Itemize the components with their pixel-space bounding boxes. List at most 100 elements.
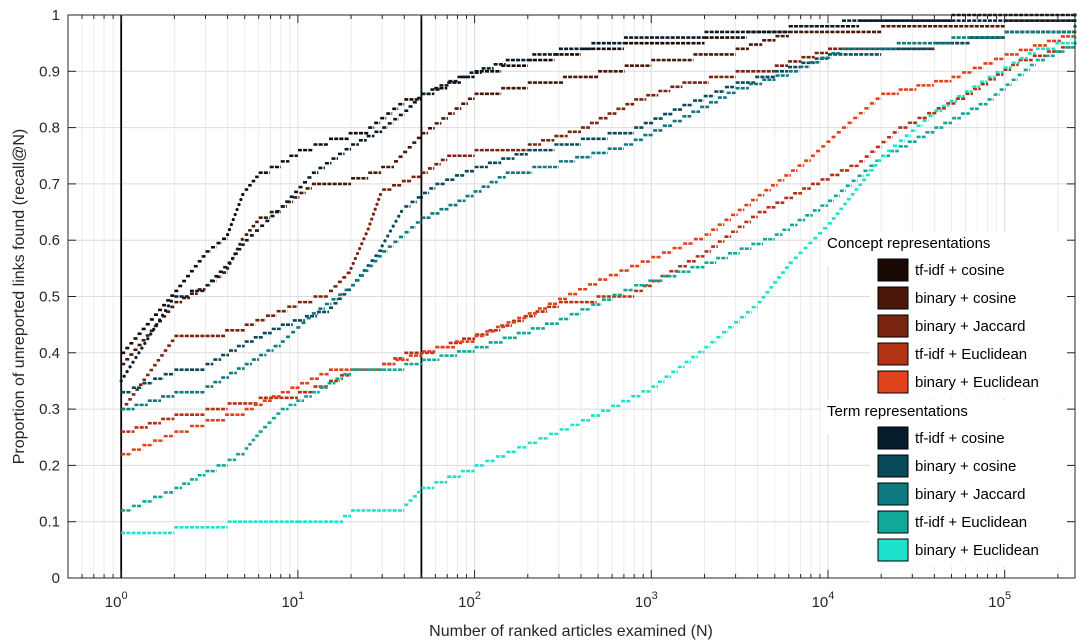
y-tick-label: 0.3 — [39, 401, 60, 418]
legend-label: binary + Euclidean — [915, 374, 1039, 391]
data-point — [239, 197, 243, 202]
data-point — [399, 209, 404, 213]
data-point — [353, 256, 357, 261]
data-point — [229, 222, 233, 227]
legend-group-heading: Term representations — [827, 403, 968, 420]
y-tick-label: 0.4 — [39, 345, 60, 362]
x-tick-label: 100 — [105, 590, 128, 611]
data-point — [375, 202, 379, 206]
legend-label: binary + Euclidean — [915, 542, 1039, 559]
data-point — [360, 242, 364, 246]
series-layer — [119, 13, 1077, 535]
tick-marks — [67, 14, 1075, 579]
y-tick-label: 0.2 — [39, 457, 60, 474]
data-point — [386, 234, 390, 238]
data-point — [388, 229, 393, 233]
data-point — [128, 365, 132, 369]
data-point — [394, 219, 398, 223]
data-point — [380, 244, 384, 248]
data-point — [152, 327, 156, 331]
data-point — [125, 369, 129, 374]
legend-label: binary + cosine — [915, 458, 1016, 475]
data-point — [137, 351, 141, 355]
data-point — [368, 222, 372, 226]
data-point — [146, 337, 150, 341]
series-8 — [121, 41, 1077, 512]
data-point — [225, 232, 230, 237]
data-point — [143, 341, 147, 346]
data-point — [163, 308, 168, 313]
data-point — [364, 232, 368, 236]
x-tick-labels: 100 101 102 103 104 105 — [105, 590, 1011, 611]
x-tick-label: 101 — [281, 590, 304, 611]
data-point — [160, 313, 165, 317]
x-tick-label: 102 — [458, 590, 481, 611]
legend-swatch — [877, 482, 909, 506]
y-tick-label: 0.8 — [39, 120, 60, 137]
data-point — [233, 212, 237, 217]
series-4 — [121, 30, 1077, 456]
data-point — [119, 379, 123, 383]
data-point — [166, 304, 171, 308]
legend-swatch — [877, 342, 909, 366]
legend-group-heading: Concept representations — [827, 235, 990, 252]
y-tick-label: 0.7 — [39, 176, 60, 193]
data-point — [155, 323, 159, 327]
legend-label: binary + cosine — [915, 290, 1016, 307]
data-point — [377, 197, 381, 201]
data-point — [231, 217, 235, 222]
x-tick-label: 103 — [635, 590, 658, 611]
reference-lines — [120, 15, 423, 578]
legend-swatch — [877, 510, 909, 534]
legend-label: tf-idf + Euclidean — [915, 514, 1027, 531]
y-tick-label: 1 — [52, 7, 60, 24]
data-point — [378, 192, 383, 197]
data-point — [158, 318, 162, 322]
data-point — [241, 192, 245, 197]
data-point — [391, 224, 395, 228]
x-tick-label: 104 — [812, 590, 835, 611]
legend-swatch — [877, 454, 909, 478]
y-tick-label: 0.6 — [39, 232, 60, 249]
data-point — [140, 346, 144, 350]
data-point — [238, 242, 242, 246]
series-7 — [121, 24, 1077, 411]
data-point — [149, 332, 153, 336]
data-point — [235, 207, 239, 212]
data-point — [370, 217, 374, 221]
data-point — [131, 360, 135, 364]
data-point — [122, 374, 126, 378]
data-point — [362, 237, 366, 241]
series-5 — [119, 13, 1077, 383]
x-axis-label: Number of ranked articles examined (N) — [429, 623, 713, 640]
legend-label: binary + Jaccard — [915, 318, 1025, 335]
legend-swatch — [877, 426, 909, 450]
y-tick-label: 0.1 — [39, 514, 60, 531]
data-point — [351, 261, 355, 266]
data-point — [355, 251, 360, 256]
legend: Concept representations tf-idf + cosine bi… — [822, 232, 1067, 566]
data-point — [169, 299, 174, 303]
x-tick-label: 105 — [988, 590, 1011, 611]
legend-label: tf-idf + cosine — [915, 262, 1005, 279]
data-point — [373, 207, 377, 211]
y-tick-labels: 0 0.1 0.2 0.3 0.4 0.5 0.6 0.7 0.8 0.9 1 — [39, 7, 60, 587]
legend-swatch — [877, 286, 909, 310]
y-tick-label: 0.9 — [39, 63, 60, 80]
y-axis-label: Proportion of unreported links found (re… — [11, 129, 28, 465]
y-tick-label: 0 — [52, 570, 60, 587]
data-point — [227, 227, 232, 232]
data-point — [371, 212, 376, 216]
legend-label: binary + Jaccard — [915, 486, 1025, 503]
data-point — [366, 227, 370, 231]
legend-swatch — [877, 314, 909, 338]
data-point — [358, 247, 362, 251]
data-point — [240, 237, 244, 241]
series-9 — [121, 35, 1077, 535]
data-point — [349, 266, 353, 270]
legend-swatch — [877, 370, 909, 394]
legend-label: tf-idf + cosine — [915, 430, 1005, 447]
legend-swatch — [877, 258, 909, 282]
y-tick-label: 0.5 — [39, 289, 60, 306]
